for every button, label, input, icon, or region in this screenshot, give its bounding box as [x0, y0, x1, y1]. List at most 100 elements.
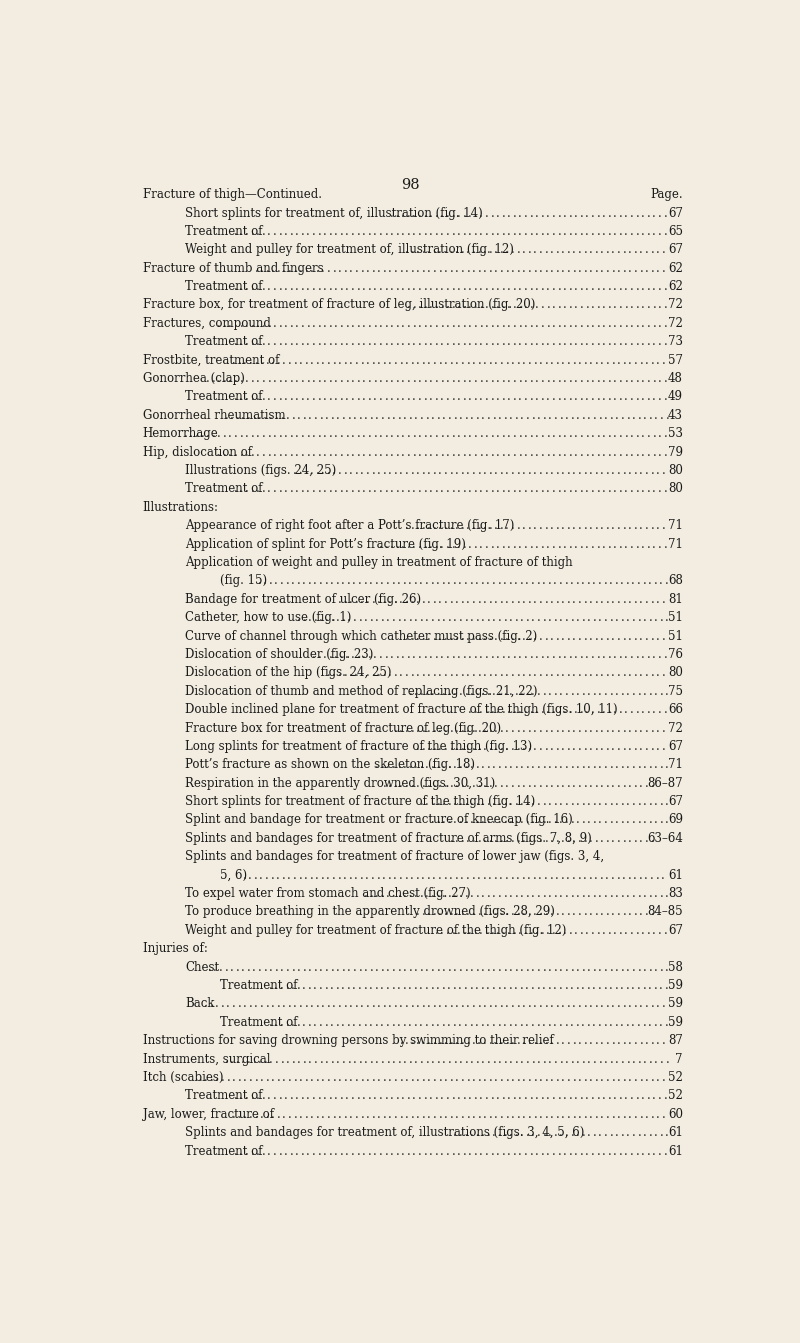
- Text: .: .: [334, 482, 338, 496]
- Text: .: .: [561, 592, 565, 606]
- Text: .: .: [370, 1053, 374, 1065]
- Text: .: .: [366, 262, 370, 275]
- Text: .: .: [653, 446, 656, 458]
- Text: .: .: [399, 262, 403, 275]
- Text: .: .: [299, 1070, 302, 1084]
- Text: .: .: [550, 869, 554, 881]
- Text: .: .: [586, 482, 589, 496]
- Text: .: .: [442, 888, 446, 900]
- Text: .: .: [423, 336, 427, 348]
- Text: .: .: [301, 281, 305, 293]
- Text: .: .: [600, 1108, 604, 1121]
- Text: .: .: [402, 317, 405, 330]
- Text: .: .: [351, 372, 355, 385]
- Text: .: .: [291, 960, 295, 974]
- Text: .: .: [262, 482, 266, 496]
- Text: .: .: [649, 795, 652, 808]
- Text: .: .: [604, 759, 608, 771]
- Text: .: .: [666, 759, 669, 771]
- Text: .: .: [479, 427, 483, 441]
- Text: .: .: [520, 960, 524, 974]
- Text: .: .: [295, 281, 299, 293]
- Text: .: .: [510, 869, 514, 881]
- Text: .: .: [602, 446, 606, 458]
- Text: .: .: [642, 979, 646, 992]
- Text: .: .: [542, 888, 546, 900]
- Text: .: .: [656, 353, 660, 367]
- Text: .: .: [518, 336, 522, 348]
- Text: .: .: [563, 372, 567, 385]
- Text: .: .: [386, 1015, 390, 1029]
- Text: .: .: [368, 1144, 371, 1158]
- Text: .: .: [621, 960, 624, 974]
- Text: .: .: [466, 740, 470, 753]
- Text: .: .: [511, 831, 514, 845]
- Text: .: .: [624, 391, 628, 403]
- Text: .: .: [273, 336, 277, 348]
- Text: .: .: [645, 666, 649, 680]
- Text: .: .: [476, 1053, 479, 1065]
- Text: .: .: [618, 224, 622, 238]
- Text: .: .: [406, 391, 410, 403]
- Text: .: .: [591, 207, 594, 219]
- Text: .: .: [281, 1053, 284, 1065]
- Text: .: .: [413, 298, 416, 312]
- Text: .: .: [446, 647, 450, 661]
- Text: .: .: [658, 207, 662, 219]
- Text: .: .: [544, 721, 548, 735]
- Text: Splints and bandages for treatment of, illustrations (figs. 3, 4, 5, 6): Splints and bandages for treatment of, i…: [186, 1127, 585, 1139]
- Text: .: .: [485, 317, 489, 330]
- Text: .: .: [314, 1053, 318, 1065]
- Text: .: .: [541, 372, 545, 385]
- Text: .: .: [638, 685, 641, 698]
- Text: .: .: [621, 408, 625, 422]
- Text: .: .: [357, 1089, 360, 1103]
- Text: .: .: [301, 224, 305, 238]
- Text: .: .: [211, 427, 215, 441]
- Text: .: .: [526, 1015, 529, 1029]
- Text: .: .: [656, 1034, 660, 1048]
- Text: .: .: [503, 814, 507, 826]
- Text: .: .: [245, 281, 249, 293]
- Text: .: .: [401, 537, 405, 551]
- Text: .: .: [485, 427, 489, 441]
- Text: .: .: [277, 353, 281, 367]
- Text: .: .: [507, 391, 511, 403]
- Text: To expel water from stomach and chest (fig. 27): To expel water from stomach and chest (f…: [186, 888, 471, 900]
- Text: .: .: [414, 1053, 418, 1065]
- Text: .: .: [478, 465, 481, 477]
- Text: .: .: [406, 482, 410, 496]
- Text: .: .: [589, 1108, 593, 1121]
- Text: .: .: [446, 924, 450, 937]
- Text: .: .: [329, 427, 333, 441]
- Text: .: .: [559, 814, 563, 826]
- Text: .: .: [524, 372, 528, 385]
- Text: .: .: [361, 353, 364, 367]
- Text: .: .: [275, 1053, 278, 1065]
- Text: .: .: [395, 482, 399, 496]
- Text: .: .: [550, 353, 554, 367]
- Text: .: .: [451, 372, 455, 385]
- Text: .: .: [517, 465, 520, 477]
- Text: .: .: [429, 336, 433, 348]
- Text: .: .: [478, 1108, 482, 1121]
- Text: .: .: [562, 1108, 565, 1121]
- Text: .: .: [552, 647, 555, 661]
- Text: .: .: [466, 520, 470, 532]
- Text: .: .: [614, 207, 617, 219]
- Text: .: .: [583, 666, 587, 680]
- Text: .: .: [624, 537, 628, 551]
- Text: .: .: [502, 224, 506, 238]
- Text: .: .: [541, 317, 545, 330]
- Text: .: .: [511, 1108, 515, 1121]
- Text: .: .: [329, 1089, 332, 1103]
- Text: .: .: [517, 831, 520, 845]
- Text: .: .: [496, 372, 500, 385]
- Text: .: .: [634, 869, 637, 881]
- Text: .: .: [338, 1070, 342, 1084]
- Text: .: .: [514, 888, 518, 900]
- Text: .: .: [507, 281, 511, 293]
- Text: .: .: [459, 685, 462, 698]
- Text: .: .: [608, 224, 611, 238]
- Text: .: .: [625, 298, 628, 312]
